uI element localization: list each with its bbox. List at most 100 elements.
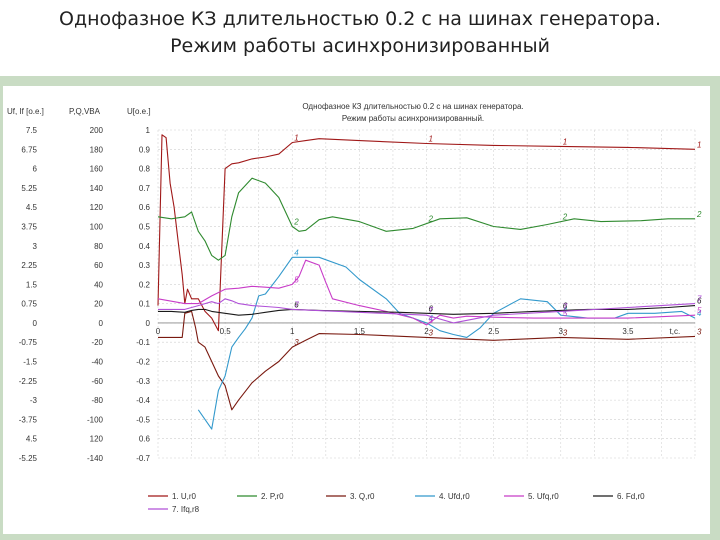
y-tick-label: 7.5 xyxy=(26,126,38,135)
series-marker-label: 5 xyxy=(294,275,299,284)
series-marker-label: 3 xyxy=(697,327,702,336)
series-marker-label: 4 xyxy=(697,309,702,318)
y-tick-label: 0.9 xyxy=(139,145,151,154)
chart-title: Однофазное КЗ длительностью 0.2 с на шин… xyxy=(302,102,523,111)
y-tick-label: 40 xyxy=(94,280,103,289)
y-tick-label: 80 xyxy=(94,242,103,251)
x-tick-label: 1.5 xyxy=(354,327,366,336)
legend-label: 6. Fd,r0 xyxy=(617,492,645,501)
x-tick-label: 0 xyxy=(156,327,161,336)
x-tick-label: 2 xyxy=(424,327,429,336)
series-marker-label: 3 xyxy=(294,338,299,347)
y-tick-label: -0.3 xyxy=(136,377,150,386)
series-marker-label: 4 xyxy=(294,248,299,257)
series-marker-label: 7 xyxy=(697,295,702,304)
y-tick-label: 4.5 xyxy=(26,203,38,212)
series-marker-label: 1 xyxy=(563,137,567,146)
y-tick-label: 0.2 xyxy=(139,280,151,289)
y-tick-label: 120 xyxy=(90,203,104,212)
series-marker-label: 6 xyxy=(563,301,568,310)
series-line-4 xyxy=(197,256,696,430)
y-tick-label: 0 xyxy=(33,319,38,328)
series-line-2 xyxy=(157,177,695,261)
y-tick-label: -0.1 xyxy=(136,338,150,347)
slide-title-line-2: Режим работы асинхронизированный xyxy=(170,35,550,57)
y-tick-label: 0 xyxy=(99,319,104,328)
y-tick-label: 0.5 xyxy=(139,222,151,231)
y-tick-label: 0.75 xyxy=(21,300,37,309)
chart-frame: Однофазное КЗ длительностью 0.2 с на шин… xyxy=(3,86,710,534)
series-marker-label: 1 xyxy=(697,140,701,149)
series-marker-label: 1 xyxy=(429,135,433,144)
series-line-7 xyxy=(158,298,696,324)
y-tick-label: 20 xyxy=(94,300,103,309)
y-tick-label: -40 xyxy=(91,358,103,367)
y-tick-label: 60 xyxy=(94,261,103,270)
y-tick-label: 120 xyxy=(90,435,104,444)
y-tick-label: -2.25 xyxy=(19,377,38,386)
y-tick-label: -100 xyxy=(87,415,104,424)
x-tick-label: 2.5 xyxy=(488,327,500,336)
y-tick-label: -1.5 xyxy=(23,358,37,367)
y-tick-label: 0.6 xyxy=(139,435,151,444)
y-tick-label: 5.25 xyxy=(21,184,37,193)
y-tick-label: 0.3 xyxy=(139,261,151,270)
grid xyxy=(157,129,696,459)
series-line-1 xyxy=(157,134,696,332)
x-tick-label: 3.5 xyxy=(622,327,634,336)
y-tick-label: 100 xyxy=(90,222,104,231)
y-tick-label: 0 xyxy=(146,319,151,328)
legend-label: 4. Ufd,r0 xyxy=(439,492,470,501)
axis-header-pq: P,Q,VBA xyxy=(69,107,101,116)
chart-subtitle: Режим работы асинхронизированный. xyxy=(342,114,484,123)
x-tick-label: 1 xyxy=(290,327,295,336)
chart: Однофазное КЗ длительностью 0.2 с на шин… xyxy=(7,102,702,514)
y-tick-label: 0.7 xyxy=(139,184,151,193)
series-marker-label: 2 xyxy=(293,217,299,226)
legend-label: 2. P,r0 xyxy=(261,492,284,501)
y-tick-label: 0.8 xyxy=(139,165,151,174)
series-marker-label: 6 xyxy=(294,300,299,309)
series-marker-label: 5 xyxy=(563,309,568,318)
legend-label: 7. Ifq,r8 xyxy=(172,505,200,514)
y-tick-label: 0.4 xyxy=(139,242,151,251)
series-marker-label: 7 xyxy=(294,300,299,309)
y-tick-label: 1 xyxy=(146,126,151,135)
x-tick-label: 3 xyxy=(559,327,564,336)
y-tick-label: -3.75 xyxy=(19,415,38,424)
legend-label: 1. U,r0 xyxy=(172,492,197,501)
series-marker-label: 5 xyxy=(697,306,702,315)
y-tick-label: 200 xyxy=(90,126,104,135)
y-tick-label: 0.1 xyxy=(139,300,151,309)
y-tick-label: -5.25 xyxy=(19,454,38,463)
y-tick-label: 3 xyxy=(33,242,38,251)
y-tick-label: 6 xyxy=(33,165,38,174)
legend-label: 5. Ufq,r0 xyxy=(528,492,559,501)
y-tick-label: 1.5 xyxy=(26,280,38,289)
axis-header-uf: Uf, If [o.e.] xyxy=(7,107,44,116)
series-marker-label: 3 xyxy=(563,328,568,337)
legend-label: 3. Q,r0 xyxy=(350,492,375,501)
series-marker-label: 6 xyxy=(697,297,702,306)
slide-title-line-1: Однофазное КЗ длительностью 0.2 с на шин… xyxy=(59,8,661,30)
y-tick-label: -3 xyxy=(30,396,38,405)
series-marker-label: 6 xyxy=(429,304,434,313)
legend: 1. U,r0 2. P,r0 3. Q,r0 4. Ufd,r0 5. Ufq,r0 6… xyxy=(148,492,645,514)
x-tick-label: 0.5 xyxy=(220,327,232,336)
series-marker-label: 2 xyxy=(696,210,702,219)
tick-labels: 7.5 200 16.75 180 0.96 160 0.85.25 140 0.74.5 120… xyxy=(19,126,680,463)
series-marker-label: 7 xyxy=(563,302,568,311)
y-tick-label: -0.75 xyxy=(19,338,38,347)
y-tick-label: -140 xyxy=(87,454,104,463)
y-tick-label: 4.5 xyxy=(26,435,38,444)
y-tick-label: -20 xyxy=(91,338,103,347)
y-tick-label: -0.7 xyxy=(136,454,150,463)
series-marker-label: 4 xyxy=(429,314,434,323)
y-tick-label: 2.25 xyxy=(21,261,37,270)
series-marker-label: 7 xyxy=(429,306,434,315)
series-marker-label: 1 xyxy=(294,134,298,143)
y-tick-label: 0.6 xyxy=(139,203,151,212)
y-tick-label: -0.4 xyxy=(136,396,150,405)
